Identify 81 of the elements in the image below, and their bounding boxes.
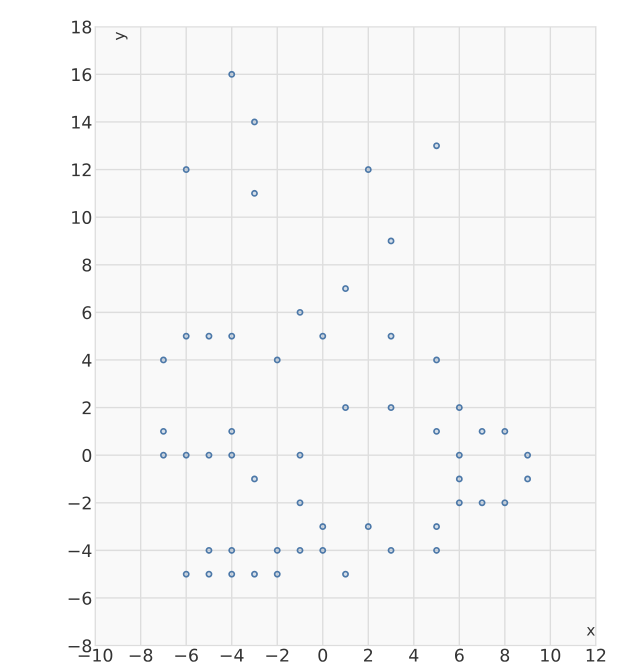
x-tick-label: 8 xyxy=(500,648,510,662)
y-axis-title: y xyxy=(116,32,128,40)
y-tick-label: 14 xyxy=(72,116,92,129)
y-tick-label: 6 xyxy=(82,306,92,320)
point xyxy=(296,308,304,316)
point xyxy=(160,428,167,435)
point xyxy=(160,356,167,364)
point xyxy=(182,166,190,173)
point xyxy=(228,70,236,78)
x-tick-label: −2 xyxy=(266,648,288,662)
x-tick-label: 0 xyxy=(318,648,328,662)
y-tick-label: −2 xyxy=(68,496,91,510)
point xyxy=(501,428,508,435)
point xyxy=(251,570,258,578)
point xyxy=(342,404,349,412)
point xyxy=(388,404,394,412)
x-tick-label: 6 xyxy=(455,648,464,662)
y-tick-label: 2 xyxy=(82,401,91,414)
point xyxy=(296,546,304,554)
point xyxy=(206,332,212,340)
point xyxy=(319,546,326,554)
point xyxy=(524,476,532,482)
point xyxy=(182,332,190,340)
x-tick-label: −4 xyxy=(220,648,244,662)
point xyxy=(388,238,394,244)
point xyxy=(206,570,212,578)
point xyxy=(296,499,304,506)
point xyxy=(456,476,463,482)
point xyxy=(274,356,281,364)
x-tick-label: −8 xyxy=(130,648,152,662)
point xyxy=(182,570,190,578)
point xyxy=(228,428,236,435)
y-tick-label: 10 xyxy=(72,210,92,224)
point xyxy=(433,428,440,435)
point xyxy=(228,570,236,578)
point xyxy=(228,452,236,459)
point xyxy=(433,142,440,150)
y-tick-label: 18 xyxy=(72,20,92,34)
y-tick-label: 8 xyxy=(82,258,92,272)
point xyxy=(364,166,372,173)
point xyxy=(342,570,349,578)
y-tick-label: −4 xyxy=(68,544,92,557)
point xyxy=(206,452,212,459)
point xyxy=(456,452,463,459)
y-tick-label: 4 xyxy=(82,354,92,367)
x-tick-label: 4 xyxy=(409,648,418,662)
point xyxy=(478,428,486,435)
point xyxy=(251,476,258,482)
point xyxy=(364,523,372,530)
point xyxy=(274,570,281,578)
point xyxy=(433,546,440,554)
point xyxy=(206,546,212,554)
point xyxy=(433,356,440,364)
point xyxy=(228,546,236,554)
point xyxy=(433,523,440,530)
point xyxy=(182,452,190,459)
point xyxy=(296,452,304,459)
x-tick-label: 2 xyxy=(364,648,372,662)
x-tick-label: 10 xyxy=(541,648,560,662)
point xyxy=(388,332,394,340)
point xyxy=(342,285,349,292)
y-tick-label: 0 xyxy=(82,448,92,462)
y-tick-label: −6 xyxy=(68,592,92,605)
point xyxy=(478,499,486,506)
y-tick-label: 16 xyxy=(72,68,92,82)
point xyxy=(319,523,326,530)
point xyxy=(524,452,532,459)
point xyxy=(160,452,167,459)
point xyxy=(274,546,281,554)
point xyxy=(388,546,394,554)
x-tick-label: 12 xyxy=(586,648,606,662)
point xyxy=(251,190,258,197)
point xyxy=(228,332,236,340)
x-axis-title: x xyxy=(586,627,595,636)
point xyxy=(501,499,508,506)
y-tick-label: 12 xyxy=(72,163,91,176)
point xyxy=(251,118,258,126)
point xyxy=(456,499,463,506)
point xyxy=(319,332,326,340)
x-tick-label: −6 xyxy=(175,648,198,662)
point xyxy=(456,404,463,412)
